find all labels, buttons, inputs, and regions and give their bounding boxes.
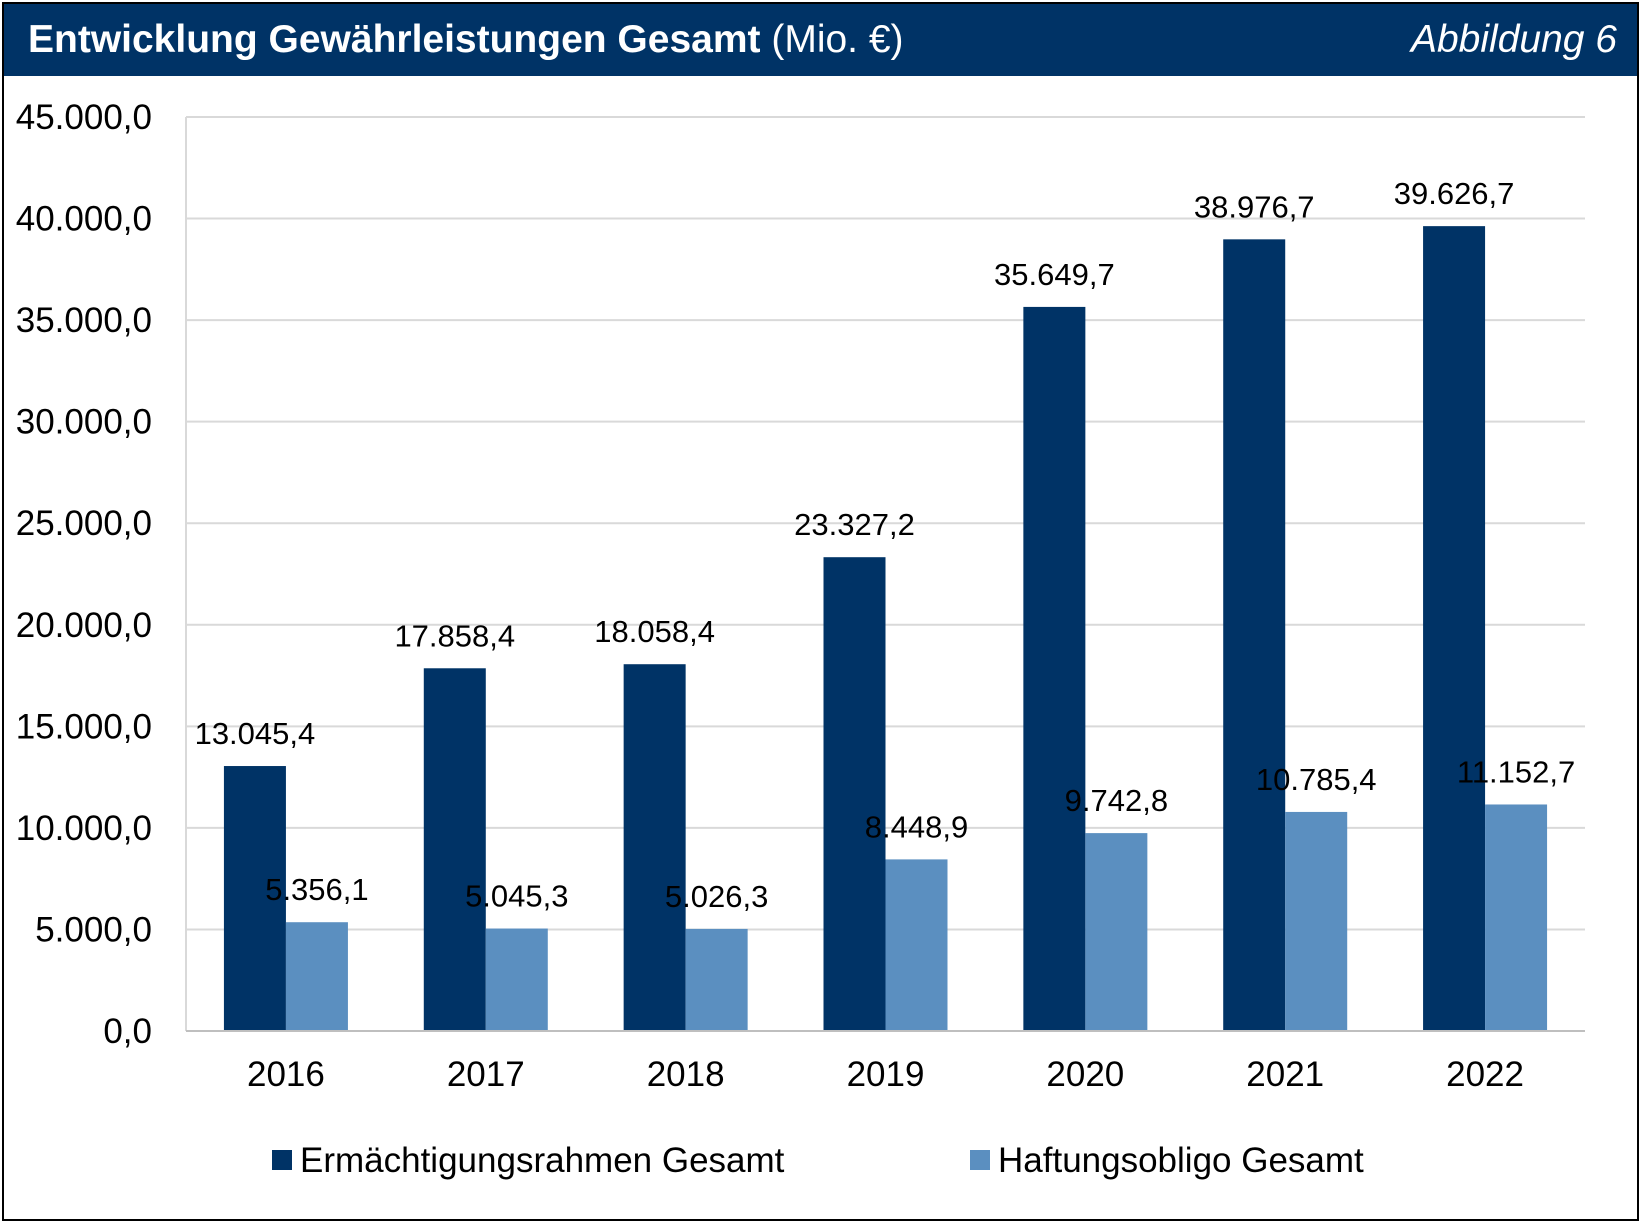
bar [1085, 833, 1148, 1031]
bar [823, 557, 886, 1031]
y-tick-label: 25.000,0 [16, 504, 152, 543]
data-label: 35.649,7 [994, 257, 1115, 292]
data-label: 10.785,4 [1256, 762, 1377, 797]
y-tick-label: 15.000,0 [16, 707, 152, 746]
data-label: 5.026,3 [665, 879, 768, 914]
header-divider [4, 76, 1637, 80]
chart-title-unit: (Mio. €) [771, 18, 904, 61]
y-tick-label: 0,0 [103, 1012, 152, 1051]
x-tick-label: 2018 [647, 1055, 725, 1094]
chart-header: Entwicklung Gewährleistungen Gesamt (Mio… [4, 4, 1637, 76]
x-tick-label: 2021 [1246, 1055, 1324, 1094]
data-label: 13.045,4 [195, 716, 316, 751]
bar [1285, 811, 1348, 1031]
x-tick-label: 2019 [847, 1055, 925, 1094]
bar [1423, 226, 1486, 1031]
data-label: 11.152,7 [1457, 754, 1575, 789]
chart-title-main: Entwicklung Gewährleistungen Gesamt [28, 18, 761, 61]
y-tick-label: 30.000,0 [16, 403, 152, 442]
data-label: 5.045,3 [465, 879, 568, 914]
x-tick-label: 2022 [1446, 1055, 1524, 1094]
bar [485, 928, 548, 1031]
y-tick-label: 20.000,0 [16, 606, 152, 645]
data-label: 38.976,7 [1194, 189, 1315, 224]
bar [1023, 306, 1086, 1031]
bar [1223, 239, 1286, 1032]
y-tick-label: 35.000,0 [16, 301, 152, 340]
bar [423, 668, 486, 1031]
legend-label: Haftungsobligo Gesamt [998, 1141, 1364, 1180]
x-tick-label: 2016 [247, 1055, 325, 1094]
x-tick-label: 2017 [447, 1055, 525, 1094]
y-tick-label: 45.000,0 [16, 98, 152, 137]
bar [885, 859, 948, 1031]
bar [685, 928, 748, 1031]
data-label: 9.742,8 [1065, 783, 1168, 818]
data-label: 17.858,4 [394, 618, 515, 653]
data-label: 39.626,7 [1394, 176, 1515, 211]
figure-label: Abbildung 6 [1410, 18, 1617, 61]
data-label: 8.448,9 [865, 809, 968, 844]
y-tick-label: 40.000,0 [16, 200, 152, 239]
bar [223, 766, 286, 1031]
bar [623, 664, 686, 1031]
data-label: 5.356,1 [265, 872, 368, 907]
bar [285, 922, 348, 1031]
chart-title: Entwicklung Gewährleistungen Gesamt (Mio… [28, 18, 904, 62]
x-tick-label: 2020 [1046, 1055, 1124, 1094]
data-label: 23.327,2 [794, 507, 915, 542]
bar [1485, 804, 1548, 1031]
y-tick-label: 5.000,0 [35, 910, 152, 949]
data-label: 18.058,4 [594, 614, 715, 649]
legend-swatch [272, 1150, 292, 1170]
y-tick-label: 10.000,0 [16, 809, 152, 848]
legend-label: Ermächtigungsrahmen Gesamt [300, 1141, 785, 1180]
legend-swatch [970, 1150, 990, 1170]
